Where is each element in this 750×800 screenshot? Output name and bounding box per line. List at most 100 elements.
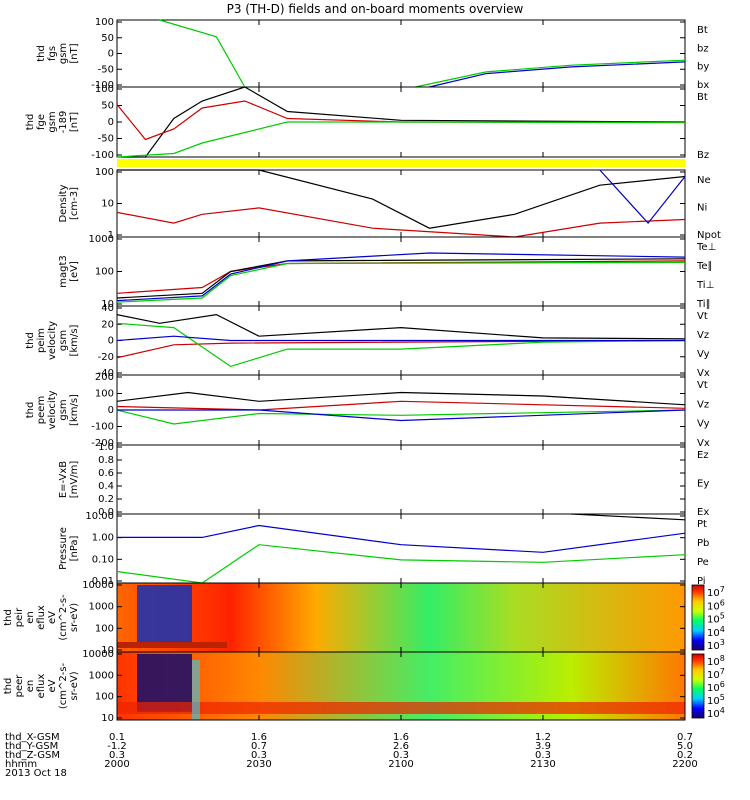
spectrogram-band bbox=[117, 642, 227, 648]
y-tick-label: 1.0 bbox=[98, 442, 114, 453]
legend-label: by bbox=[697, 62, 709, 73]
legend-label: Bt bbox=[697, 92, 708, 103]
footer-value: 1.6 bbox=[251, 732, 267, 743]
colorbar-tick-label: 106 bbox=[707, 680, 725, 694]
legend-label: Pi bbox=[697, 576, 706, 587]
footer-value: 0.3 bbox=[109, 750, 125, 761]
colorbar-tick-label: 106 bbox=[707, 598, 725, 612]
footer-value: 2100 bbox=[388, 759, 413, 770]
legend-label: Vz bbox=[697, 330, 709, 341]
y-tick-label: 100 bbox=[95, 84, 114, 95]
colorbar bbox=[691, 653, 705, 719]
y-tick-label: 1 bbox=[108, 230, 114, 241]
y-tick-label: 0 bbox=[108, 117, 114, 128]
footer-value: 0.1 bbox=[109, 732, 125, 743]
legend-label: Bz bbox=[697, 150, 709, 161]
series-Vt-line bbox=[116, 391, 686, 406]
y-tick-label: -20 bbox=[98, 352, 114, 363]
y-axis-label: thdpeemvelocitygsm[km/s] bbox=[25, 390, 80, 429]
y-tick-label: 100 bbox=[95, 267, 114, 278]
y-tick-label: 10000 bbox=[82, 649, 114, 660]
footer-value: 0.7 bbox=[677, 732, 693, 743]
colorbar-tick-label: 105 bbox=[707, 612, 725, 626]
legend-label: Pe bbox=[697, 557, 709, 568]
footer-value: 0.3 bbox=[251, 750, 267, 761]
legend-label: Ti⊥ bbox=[696, 280, 714, 291]
colorbar-tick-label: 104 bbox=[707, 625, 725, 639]
legend-label: Vt bbox=[697, 380, 708, 391]
y-tick-label: -40 bbox=[98, 368, 114, 379]
y-tick-label: 100 bbox=[95, 623, 114, 634]
footer-value: 2200 bbox=[672, 759, 697, 770]
y-tick-label: 0.01 bbox=[92, 576, 114, 587]
y-tick-label: 0 bbox=[108, 49, 114, 60]
legend-label: Ex bbox=[697, 507, 709, 518]
colorbar-tick-label: 107 bbox=[707, 667, 725, 681]
y-tick-label: 100 bbox=[95, 389, 114, 400]
y-tick-label: 50 bbox=[101, 33, 114, 44]
y-axis-label: E=-VxB[mV/m] bbox=[58, 461, 80, 499]
y-tick-label: -50 bbox=[98, 134, 114, 145]
series-Vz-line bbox=[116, 339, 686, 359]
colorbar-tick-label: 103 bbox=[707, 638, 725, 652]
y-tick-label: 0.10 bbox=[92, 554, 114, 565]
y-axis-label: thdfgsgsm[nT] bbox=[36, 43, 80, 64]
series-Pe-line bbox=[116, 544, 686, 584]
y-tick-label: 1000 bbox=[89, 602, 114, 613]
footer-value: 2030 bbox=[246, 759, 271, 770]
panel-efield: 1.0 0.8 0.6 0.4 0.2 0.0 E=-VxB[mV/m] Ez Ey Ex bbox=[58, 442, 709, 518]
panel-velpi: 200 100 0 -100 -200 thdpeemvelocitygsm[km/s] V… bbox=[25, 372, 710, 449]
y-tick-label: 0 bbox=[108, 336, 114, 347]
y-axis-label: Pressure[nPa] bbox=[58, 527, 80, 570]
y-tick-label: 0.6 bbox=[98, 468, 114, 479]
panel-density: 100 10 1 Density[cm-3] Ne Ni Npot bbox=[58, 167, 721, 241]
legend-label: Te∥ bbox=[696, 261, 713, 272]
footer-row-label: hhmm bbox=[5, 759, 37, 770]
legend-label: Bt bbox=[697, 25, 708, 36]
y-axis-label: magt3[eV] bbox=[58, 255, 80, 288]
series-bx-line bbox=[429, 61, 686, 88]
y-tick-label: 0.0 bbox=[98, 507, 114, 518]
colorbar-tick-label: 108 bbox=[707, 654, 725, 668]
series-by-line bbox=[159, 19, 246, 88]
y-tick-label: 0 bbox=[108, 405, 114, 416]
legend-label: Te⊥ bbox=[696, 242, 716, 253]
footer-value: 1.2 bbox=[535, 732, 551, 743]
legend-label: Ez bbox=[697, 450, 709, 461]
y-axis-label: Density[cm-3] bbox=[58, 184, 80, 222]
spectrogram-low-block bbox=[137, 585, 192, 644]
spectrogram-edge bbox=[192, 660, 200, 720]
y-axis-label: thdfgegsm-189[nT] bbox=[25, 111, 80, 134]
series-Vx-line bbox=[116, 335, 685, 342]
y-tick-label: 50 bbox=[101, 101, 114, 112]
y-tick-label: 20 bbox=[101, 319, 114, 330]
y-tick-label: -100 bbox=[91, 80, 114, 91]
footer-value: 2130 bbox=[530, 759, 555, 770]
series-by-line bbox=[415, 59, 686, 88]
panel-pressure: 10.00 1.00 0.10 0.01 Pressure[nPa] Pt Pb Pe Pi bbox=[58, 511, 709, 587]
legend-label: Ey bbox=[697, 479, 709, 490]
footer-row-label: thd_Z-GSM bbox=[5, 750, 60, 761]
y-tick-label: -100 bbox=[91, 422, 114, 433]
panel-frame bbox=[116, 19, 686, 88]
y-tick-label: 1.00 bbox=[92, 533, 114, 544]
y-axis-label: thdpeerenefluxeV(cm^2-s-sr-eV) bbox=[3, 662, 80, 709]
y-tick-label: -100 bbox=[91, 150, 114, 161]
legend-label: Npot bbox=[697, 230, 721, 241]
panel-velpe: 40 20 0 -20 -40 thdpeimvelocitygsm[km/s] Vt Vz V… bbox=[25, 303, 710, 379]
series-by-line bbox=[116, 121, 686, 158]
series-Vt-line bbox=[116, 313, 686, 340]
series-Te-line bbox=[116, 258, 686, 299]
series-Vx-line bbox=[117, 409, 686, 422]
series-Ti-line bbox=[116, 252, 686, 302]
y-tick-label: 10 bbox=[101, 645, 114, 656]
y-tick-label: 40 bbox=[101, 303, 114, 314]
footer-value: 0.3 bbox=[535, 750, 551, 761]
legend-label: Pt bbox=[697, 519, 707, 530]
y-axis-label: thdpeimvelocitygsm[km/s] bbox=[25, 321, 80, 360]
series-Ti-line bbox=[116, 261, 686, 303]
y-tick-label: 100 bbox=[95, 692, 114, 703]
